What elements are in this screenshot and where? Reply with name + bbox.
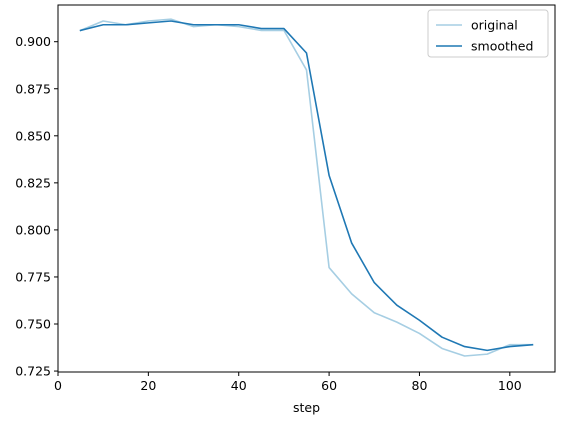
series-line-smoothed [79,20,534,352]
y-tick-label: 0.725 [15,364,51,379]
y-tick-label: 0.750 [15,317,51,332]
y-axis-ticks: 0.725 0.750 0.775 0.800 0.825 0.850 0.875 0.900 [15,34,58,379]
x-tick-label: 80 [412,378,428,393]
y-tick-label: 0.825 [15,175,51,190]
axes-frame [57,4,556,373]
x-tick-label: 0 [54,378,62,393]
legend-label-original: original [471,18,518,33]
series-line-original [79,18,534,357]
y-tick-label: 0.800 [15,222,51,237]
y-tick-label: 0.875 [15,81,51,96]
y-tick-label: 0.850 [15,128,51,143]
x-tick-label: 60 [321,378,337,393]
legend: original smoothed [427,9,549,58]
y-tick-label: 0.900 [15,34,51,49]
x-axis-label: step [293,400,320,415]
y-tick-label: 0.775 [15,269,51,284]
legend-label-smoothed: smoothed [471,39,533,54]
x-tick-label: 20 [140,378,156,393]
x-tick-label: 100 [498,378,522,393]
series-layer [79,18,534,357]
x-axis-ticks: 0 20 40 60 80 100 [54,372,522,393]
x-tick-label: 40 [231,378,247,393]
